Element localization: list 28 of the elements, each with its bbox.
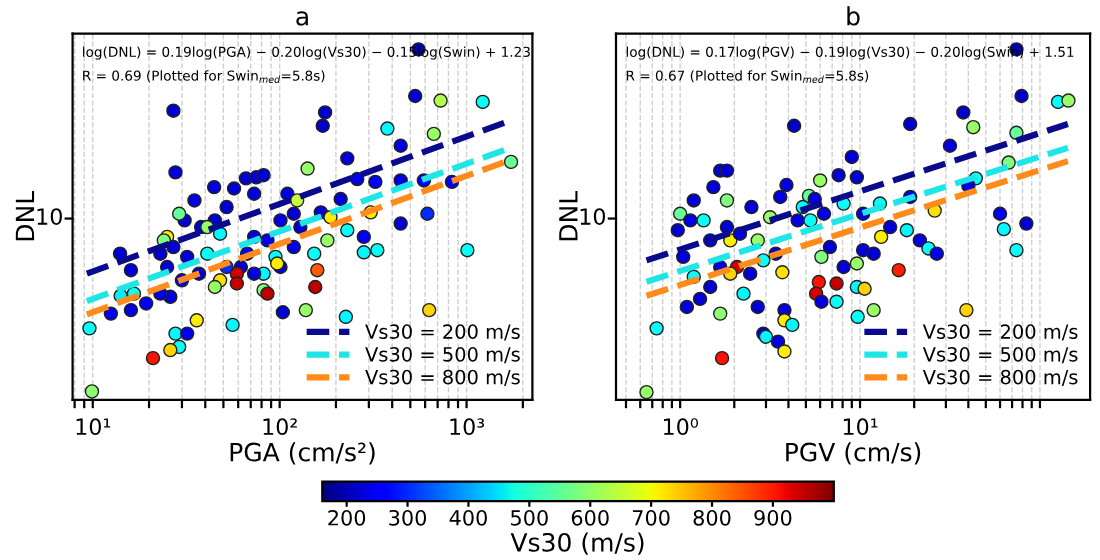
color-bar-label: 400: [449, 509, 487, 526]
legend-label: Vs30 = 800 m/s: [922, 369, 1078, 386]
chart-title: b: [847, 6, 860, 26]
x-tick-label: 10⁰: [663, 418, 698, 436]
legend-label: Vs30 = 500 m/s: [365, 346, 520, 364]
legend-label: Vs30 = 800 m/s: [365, 369, 520, 386]
legend-label: Vs30 = 500 m/s: [922, 346, 1078, 364]
text: 10: [580, 208, 606, 225]
color-bar-label: 800: [693, 509, 731, 526]
text: 10: [37, 208, 62, 225]
x-tick-label: 10¹: [76, 418, 111, 436]
x-tick-label: 10²: [263, 418, 297, 436]
x-axis-title: PGA (cm/s²): [230, 442, 375, 465]
chart-title: a: [296, 11, 308, 26]
color-bar-label: 600: [571, 509, 609, 526]
color-bar-label: 300: [389, 509, 427, 526]
legend-label: Vs30 = 200 m/s: [365, 324, 520, 341]
x-axis-title: PGV (cm/s): [786, 442, 921, 465]
color-bar-label: 200: [328, 509, 366, 526]
color-bar-label: 500: [511, 509, 548, 526]
y-axis-title: DNL: [559, 190, 578, 241]
color-bar-label: 700: [632, 509, 670, 526]
color-bar-label: 900: [754, 509, 792, 526]
y-axis-title: DNL: [15, 190, 35, 241]
x-tick-label: 10³: [450, 418, 485, 436]
x-tick-label: 10¹: [843, 418, 878, 436]
legend-label: Vs30 = 200 m/s: [922, 324, 1078, 341]
color-bar-title: Vs30 (m/s): [510, 532, 644, 555]
